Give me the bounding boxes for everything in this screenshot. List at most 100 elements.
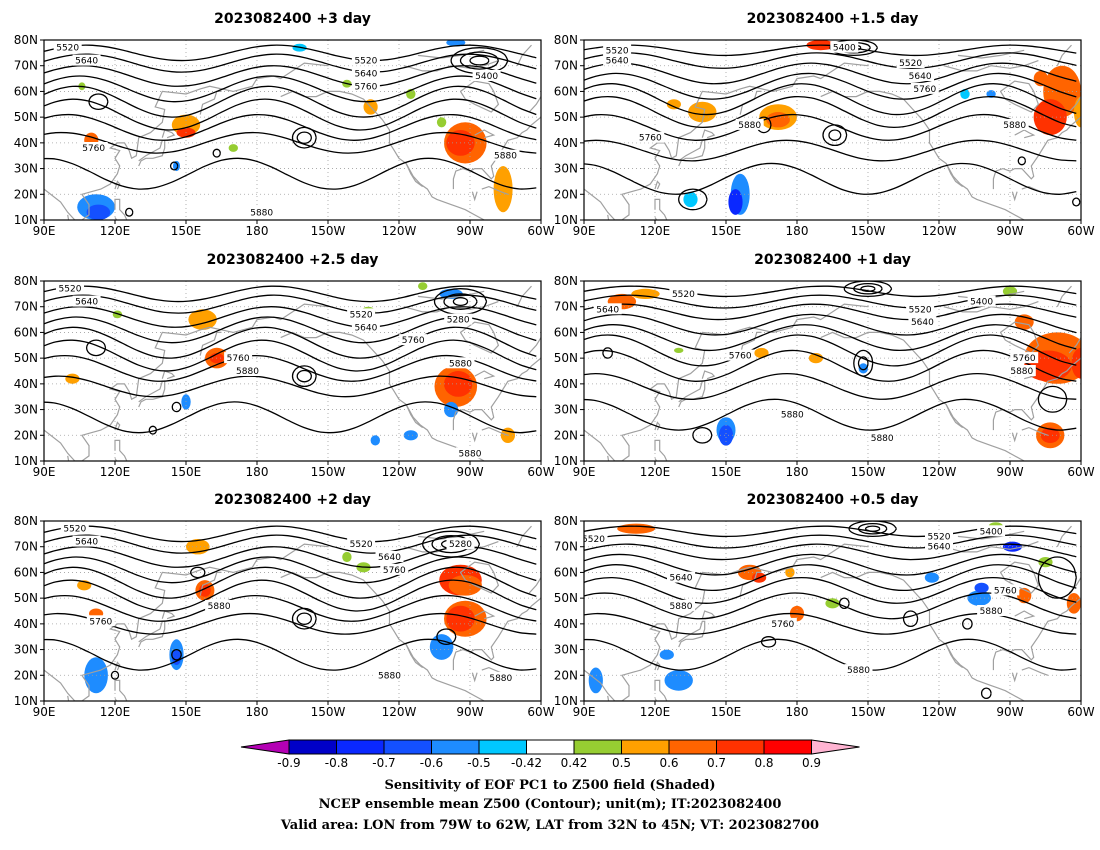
coastline <box>161 129 176 139</box>
lat-tick-label: 40N <box>554 617 578 631</box>
z500-contour <box>584 83 1077 116</box>
contour-label: 5760 <box>402 336 425 346</box>
z500-contour <box>443 293 478 310</box>
contour-label: 5640 <box>354 69 377 79</box>
contour-label-bg <box>72 54 101 66</box>
colorbar-tick-label: 0.5 <box>612 756 631 770</box>
lat-tick-label: 10N <box>554 213 578 227</box>
z500-contour <box>584 95 1077 129</box>
contour-label: 5880 <box>494 152 517 162</box>
coastline <box>584 303 869 461</box>
lon-tick-label: 150E <box>171 224 202 238</box>
colorbar-box <box>383 739 432 755</box>
contour-label: 5880 <box>1010 367 1033 377</box>
coastline <box>584 62 869 220</box>
lat-tick-label: 40N <box>554 136 578 150</box>
contour-label: 5880 <box>378 671 401 681</box>
z500-contour <box>584 52 1077 69</box>
panel-frame <box>43 520 542 702</box>
contour-label-bg <box>86 615 115 627</box>
contour-label-bg <box>247 206 276 218</box>
contour-label: 5760 <box>913 85 936 95</box>
panel-frame <box>43 280 542 462</box>
coastline <box>114 180 121 190</box>
contour-label: 5880 <box>781 411 804 421</box>
z500-contour <box>584 553 1077 576</box>
z500-contour <box>85 339 107 357</box>
coastline <box>739 331 762 356</box>
coastline <box>1056 44 1072 66</box>
map-panel-p1: 2023082400 +3 day 5520 5640 5760 5880 5520 564… <box>14 11 555 238</box>
lat-tick-label: 10N <box>14 213 38 227</box>
z500-contour <box>44 85 537 118</box>
contour-label-bg <box>56 282 84 294</box>
z500-contour <box>962 618 973 630</box>
sensitivity-shading <box>342 551 352 563</box>
coastline <box>138 620 166 648</box>
panel-title: 2023082400 +2.5 day <box>207 252 379 268</box>
z500-contour <box>848 521 897 538</box>
z500-contour <box>584 44 1077 57</box>
contour-label-bg <box>584 533 608 544</box>
z500-contour <box>169 161 179 171</box>
coastline <box>945 163 964 188</box>
coastline <box>1021 666 1049 676</box>
colorbar-box <box>431 739 480 755</box>
z500-contour <box>44 75 537 103</box>
z500-contour <box>422 530 481 558</box>
coastline <box>1068 96 1081 113</box>
lat-tick-label: 70N <box>14 540 38 554</box>
contour-label-bg <box>925 540 953 552</box>
z500-contour <box>296 131 313 145</box>
z500-contour <box>291 365 317 388</box>
z500-contour <box>853 349 874 377</box>
z500-contour <box>980 687 992 700</box>
colorbar-box <box>621 739 670 755</box>
contour-label-bg <box>446 357 475 369</box>
contour-label: 5400 <box>833 44 856 54</box>
sensitivity-shading <box>1071 347 1081 379</box>
contour-label-bg <box>1000 118 1029 130</box>
contour-label: 5520 <box>56 44 79 54</box>
lat-tick-label: 30N <box>14 162 38 176</box>
lon-tick-label: 120E <box>100 224 131 238</box>
coastline <box>516 525 532 547</box>
lat-tick-label: 50N <box>554 351 578 365</box>
contour-label-bg <box>1010 352 1039 364</box>
map-panel-p6: 2023082400 +0.5 day552056405880576058805… <box>554 492 1095 719</box>
lat-tick-label: 50N <box>554 591 578 605</box>
sensitivity-shading <box>858 363 868 374</box>
lon-tick-label: 90W <box>456 465 483 479</box>
contour-label-bg <box>351 54 380 66</box>
panel-plot-area: 5520 5640 5520 5640 5400 5760 5760 5880 5880 5880 <box>584 281 1081 461</box>
contour-label-bg <box>977 525 1006 537</box>
z500-contour <box>44 113 537 141</box>
lon-tick-label: 120E <box>640 465 671 479</box>
lon-tick-label: 120E <box>640 705 671 719</box>
contour-label: 5760 <box>227 354 250 364</box>
lat-tick-label: 40N <box>14 617 38 631</box>
sensitivity-shading <box>370 435 380 446</box>
contour-label-bg <box>491 149 520 161</box>
coastline <box>114 421 121 431</box>
colorbar-box <box>573 739 622 755</box>
coastline <box>528 577 541 594</box>
contour-label: 5880 <box>1003 121 1026 131</box>
coastline <box>452 116 541 190</box>
coastline <box>474 129 496 139</box>
lat-tick-label: 50N <box>554 110 578 124</box>
contour-label-bg <box>472 70 501 81</box>
z500-contour <box>584 285 1077 298</box>
contour-label: 5640 <box>378 553 401 563</box>
coastline <box>67 455 70 461</box>
lon-tick-label: 150E <box>171 705 202 719</box>
lat-tick-label: 70N <box>554 540 578 554</box>
coastline <box>452 357 541 431</box>
lat-tick-label: 10N <box>554 694 578 708</box>
lat-tick-label: 20N <box>554 428 578 442</box>
contour-label-bg <box>667 599 695 611</box>
colorbar-boxes <box>240 739 860 755</box>
z500-contour <box>853 282 883 295</box>
z500-contour <box>44 294 537 314</box>
